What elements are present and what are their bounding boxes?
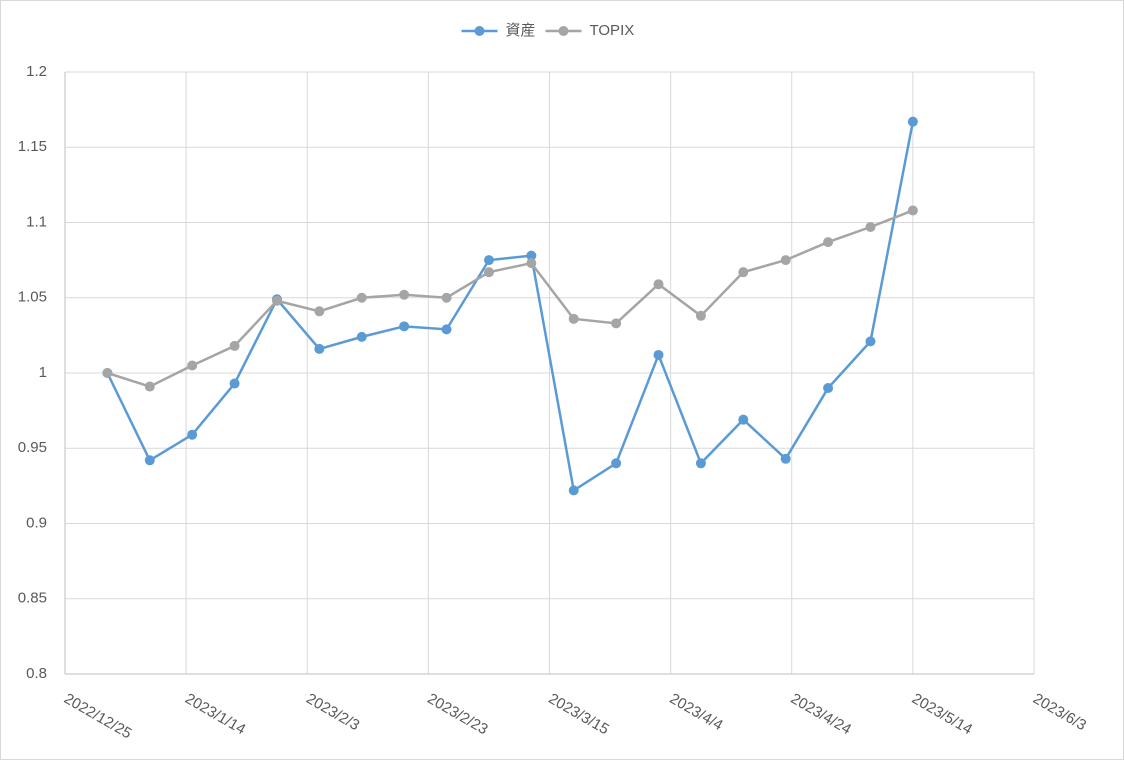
point	[695, 310, 706, 321]
legend-label: TOPIX	[590, 22, 635, 39]
line	[106, 121, 915, 493]
point	[907, 205, 918, 216]
point	[695, 458, 706, 469]
legend-marker	[558, 26, 569, 36]
point	[611, 318, 622, 329]
point	[526, 250, 537, 261]
y-tick-label: 1.15	[18, 138, 47, 155]
y-tick-label: 0.9	[26, 514, 47, 531]
point	[144, 455, 155, 466]
point	[271, 295, 282, 306]
point	[187, 360, 198, 371]
legend-marker	[474, 26, 485, 36]
point	[356, 292, 367, 303]
point	[780, 255, 791, 266]
point	[102, 368, 113, 378]
point	[568, 313, 579, 324]
point	[314, 306, 325, 317]
point	[441, 324, 452, 335]
point	[865, 222, 876, 233]
point	[738, 414, 749, 425]
point	[823, 383, 834, 394]
point	[399, 321, 410, 332]
point	[229, 378, 240, 389]
point	[483, 255, 494, 266]
y-tick-label: 1.05	[18, 289, 47, 306]
point	[780, 453, 791, 464]
point	[526, 258, 537, 269]
point	[144, 381, 155, 392]
legend-label: 資産	[506, 22, 536, 39]
point	[399, 289, 410, 300]
point	[441, 292, 452, 303]
point	[568, 485, 579, 496]
point	[611, 458, 622, 469]
point	[738, 267, 749, 278]
y-tick-label: 1.1	[26, 213, 47, 230]
y-tick-label: 1.2	[26, 63, 47, 80]
point	[314, 343, 325, 354]
point	[653, 349, 664, 360]
point	[356, 331, 367, 342]
point	[483, 267, 494, 278]
point	[823, 237, 834, 248]
y-tick-label: 0.95	[18, 439, 47, 456]
y-tick-label: 0.8	[26, 665, 47, 682]
line	[107, 209, 914, 388]
y-tick-label: 1	[39, 364, 47, 381]
y-tick-label: 0.85	[18, 590, 47, 607]
point	[187, 429, 198, 440]
point	[653, 279, 664, 290]
point	[229, 340, 240, 351]
point	[907, 116, 918, 127]
point	[865, 336, 876, 347]
